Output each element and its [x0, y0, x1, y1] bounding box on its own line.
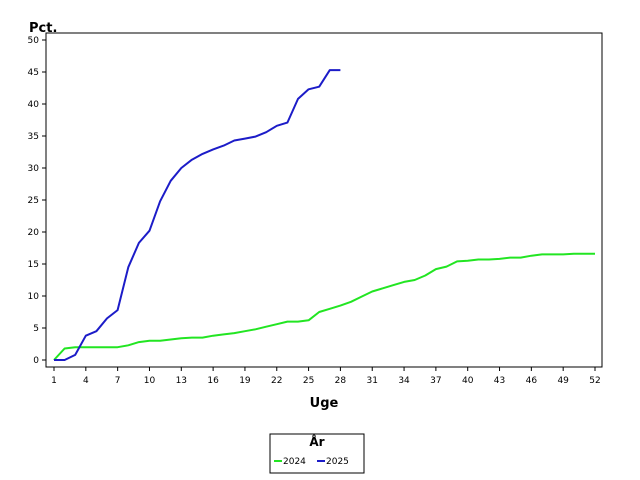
- x-tick-label: 28: [335, 376, 347, 386]
- series-line-2025: [54, 69, 341, 361]
- y-tick-label: 30: [28, 164, 40, 174]
- y-tick-label: 5: [33, 324, 39, 334]
- x-axis-ticks: 1 4 7 10 13 16 19 22 25 28 31 34 37 40 43 46 49 52: [51, 367, 601, 386]
- x-tick-label: 40: [462, 376, 474, 386]
- y-axis-ticks: 0 5 10 15 20 25 30 35 40 45 50: [28, 36, 46, 366]
- legend: År 2024 2025: [269, 433, 365, 474]
- x-axis-label: Uge: [310, 396, 339, 411]
- legend-label-2024: 2024: [283, 457, 306, 467]
- x-tick-label: 19: [239, 376, 251, 386]
- x-tick-label: 25: [303, 376, 314, 386]
- y-tick-label: 35: [28, 132, 39, 142]
- plot-frame: [45, 32, 603, 368]
- legend-box: [269, 433, 365, 474]
- y-tick-label: 50: [28, 36, 40, 46]
- series-lines: [53, 69, 595, 361]
- x-tick-label: 1: [51, 376, 57, 386]
- y-tick-label: 15: [28, 260, 39, 270]
- x-tick-label: 31: [367, 376, 378, 386]
- y-tick-label: 40: [28, 100, 40, 110]
- y-tick-label: 20: [28, 228, 40, 238]
- x-tick-label: 43: [494, 376, 505, 386]
- x-tick-label: 7: [115, 376, 121, 386]
- x-tick-label: 49: [557, 376, 569, 386]
- x-tick-label: 22: [271, 376, 282, 386]
- x-tick-label: 46: [526, 376, 538, 386]
- series-line-2024: [53, 252, 595, 361]
- x-tick-label: 52: [589, 376, 600, 386]
- legend-title: År: [309, 434, 324, 449]
- y-tick-label: 10: [28, 292, 40, 302]
- y-tick-label: 45: [28, 68, 39, 78]
- x-tick-label: 16: [207, 376, 219, 386]
- x-tick-label: 13: [176, 376, 187, 386]
- legend-label-2025: 2025: [326, 457, 349, 467]
- x-tick-label: 37: [430, 376, 441, 386]
- y-tick-label: 25: [28, 196, 39, 206]
- y-axis-label: Pct.: [29, 21, 57, 36]
- x-tick-label: 34: [398, 376, 410, 386]
- y-tick-label: 0: [33, 356, 39, 366]
- x-tick-label: 4: [83, 376, 89, 386]
- x-tick-label: 10: [144, 376, 156, 386]
